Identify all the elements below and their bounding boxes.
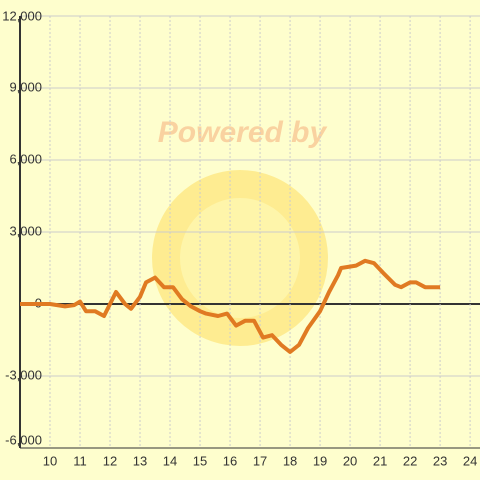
x-tick-label: 10	[43, 453, 57, 468]
y-tick-label: 3,000	[9, 223, 42, 238]
x-tick-label: 18	[283, 453, 297, 468]
x-tick-label: 15	[193, 453, 207, 468]
x-tick-label: 12	[103, 453, 117, 468]
watermark-text: Powered by	[158, 116, 328, 149]
x-tick-label: 21	[373, 453, 387, 468]
x-tick-label: 23	[433, 453, 447, 468]
line	[20, 258, 441, 354]
x-tick-label: 11	[73, 453, 87, 468]
y-tick-label: 9,000	[9, 79, 42, 94]
x-tick-label: 19	[313, 453, 327, 468]
y-tick-label: -6,000	[5, 432, 42, 447]
y-tick-label: 6,000	[9, 151, 42, 166]
y-tick-label: -3,000	[5, 367, 42, 382]
y-tick-label: 12,000	[2, 8, 42, 23]
x-tick-label: 24	[463, 453, 477, 468]
x-tick-label: 17	[253, 453, 267, 468]
watermark-logo	[152, 170, 328, 346]
x-tick-label: 13	[133, 453, 147, 468]
x-tick-label: 20	[343, 453, 357, 468]
x-tick-label: 16	[223, 453, 237, 468]
x-tick-label: 14	[163, 453, 177, 468]
x-tick-label: 22	[403, 453, 417, 468]
